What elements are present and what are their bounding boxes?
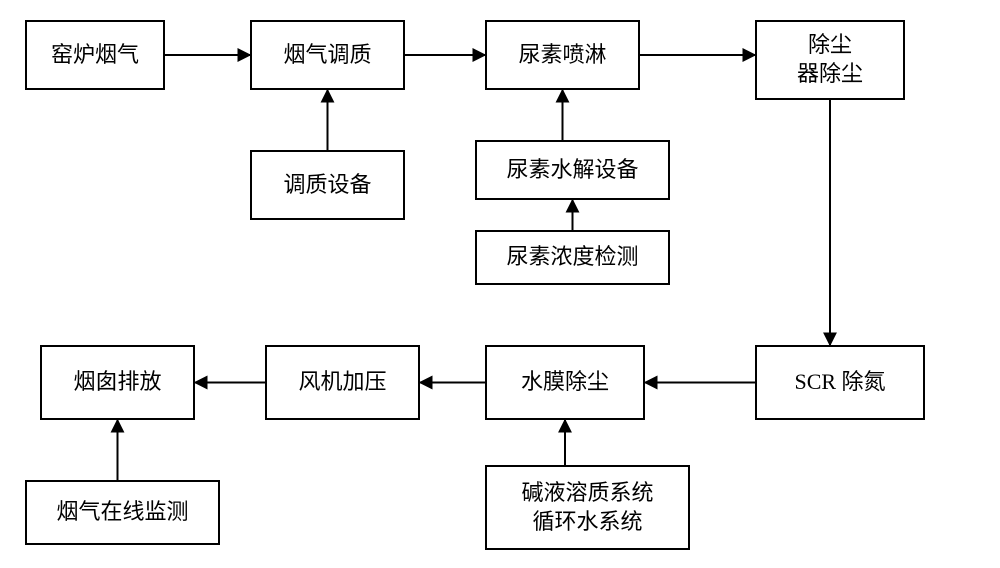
node-n9: 水膜除尘 bbox=[485, 345, 645, 420]
node-label: 风机加压 bbox=[298, 368, 386, 397]
node-label: 烟气在线监测 bbox=[56, 498, 188, 527]
node-n6: 尿素水解设备 bbox=[475, 140, 670, 200]
node-n10: 风机加压 bbox=[265, 345, 420, 420]
flowchart-canvas: 窑炉烟气 烟气调质 尿素喷淋 除尘器除尘调质设备 尿素水解设备尿素浓度检测 SCR 除氮 水… bbox=[0, 0, 1000, 568]
node-n11: 烟囱排放 bbox=[40, 345, 195, 420]
node-label: 尿素喷淋 bbox=[518, 41, 606, 70]
node-label: 除尘器除尘 bbox=[797, 31, 863, 88]
node-label: 窑炉烟气 bbox=[51, 41, 139, 70]
node-label: 烟气调质 bbox=[283, 41, 371, 70]
node-n8: SCR 除氮 bbox=[755, 345, 925, 420]
node-label: 调质设备 bbox=[283, 171, 371, 200]
node-label: 烟囱排放 bbox=[73, 368, 161, 397]
node-n7: 尿素浓度检测 bbox=[475, 230, 670, 285]
node-n4: 除尘器除尘 bbox=[755, 20, 905, 100]
node-n13: 碱液溶质系统循环水系统 bbox=[485, 465, 690, 550]
node-label: 碱液溶质系统循环水系统 bbox=[521, 479, 653, 536]
node-n1: 窑炉烟气 bbox=[25, 20, 165, 90]
node-n12: 烟气在线监测 bbox=[25, 480, 220, 545]
node-n5: 调质设备 bbox=[250, 150, 405, 220]
node-label: 尿素水解设备 bbox=[506, 156, 638, 185]
node-n2: 烟气调质 bbox=[250, 20, 405, 90]
node-label: 水膜除尘 bbox=[521, 368, 609, 397]
node-n3: 尿素喷淋 bbox=[485, 20, 640, 90]
node-label: SCR 除氮 bbox=[794, 368, 885, 397]
node-label: 尿素浓度检测 bbox=[506, 243, 638, 272]
